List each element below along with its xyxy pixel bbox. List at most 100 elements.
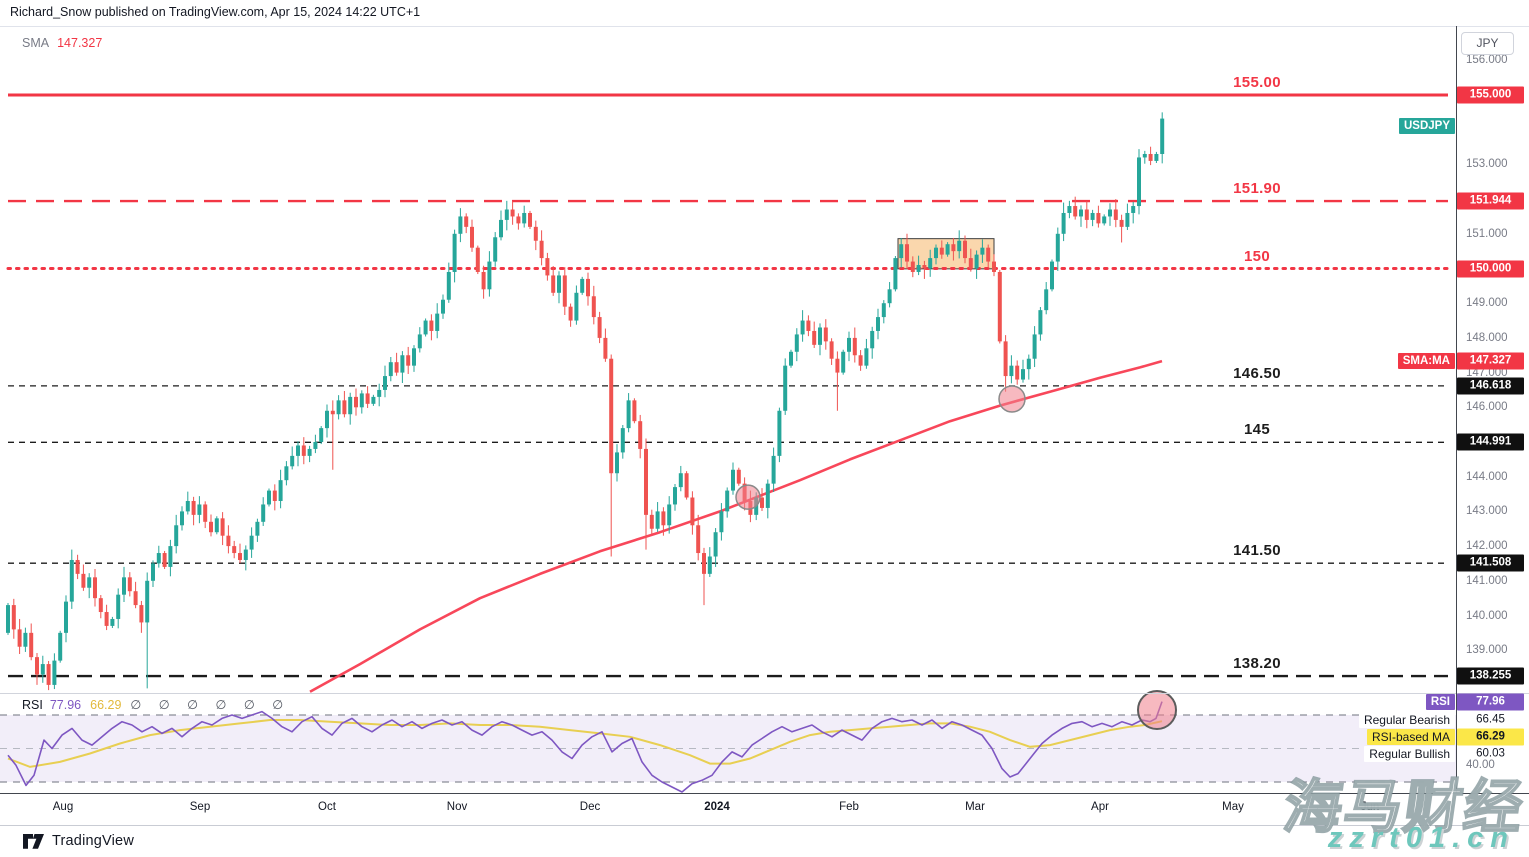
candle-body bbox=[533, 226, 538, 241]
candle-body bbox=[151, 563, 155, 581]
price-axis-border bbox=[1456, 26, 1457, 794]
highlight-circle[interactable] bbox=[735, 484, 761, 510]
candle-body bbox=[916, 265, 921, 272]
level-label-150: 150 bbox=[1244, 247, 1270, 265]
sma-legend[interactable]: SMA 147.327 bbox=[22, 36, 102, 50]
candle-body bbox=[574, 292, 579, 321]
price-level-badge: 150.000 bbox=[1457, 260, 1524, 277]
candle-body bbox=[818, 327, 822, 345]
candle-body bbox=[777, 410, 782, 456]
candle-body bbox=[1009, 365, 1014, 377]
candle-body bbox=[203, 504, 208, 522]
price-tick: 149.000 bbox=[1466, 297, 1508, 310]
highlight-circle[interactable] bbox=[1137, 689, 1177, 730]
candle-body bbox=[510, 209, 515, 217]
candle-body bbox=[417, 334, 422, 349]
candle-body bbox=[423, 320, 428, 335]
price-axis[interactable]: 156.000 153.000 151.000 149.000 148.000 147.0… bbox=[1457, 26, 1529, 794]
candle-body bbox=[185, 500, 190, 512]
candle-body bbox=[516, 216, 521, 224]
candle-body bbox=[197, 504, 202, 515]
candle-body bbox=[452, 233, 457, 272]
price-tick: 146.000 bbox=[1466, 401, 1508, 414]
time-axis-label-2024: 2024 bbox=[704, 801, 730, 813]
currency-button[interactable]: JPY bbox=[1461, 32, 1514, 55]
candle-body bbox=[1038, 310, 1043, 335]
level-label-141.50: 141.50 bbox=[1233, 542, 1281, 560]
rsi-ma-line[interactable] bbox=[7, 719, 1163, 768]
price-level-badge: 141.508 bbox=[1457, 554, 1524, 572]
candle-body bbox=[545, 258, 550, 276]
candle-body bbox=[1154, 153, 1159, 161]
candle-body bbox=[162, 553, 167, 567]
candle-body bbox=[145, 580, 150, 623]
candle-body bbox=[98, 598, 103, 613]
candle-body bbox=[278, 480, 283, 501]
price-tick: 139.000 bbox=[1466, 644, 1508, 657]
tradingview-logo-icon bbox=[23, 833, 44, 849]
candle-body bbox=[69, 559, 74, 602]
tradingview-brand-text: TradingView bbox=[52, 833, 134, 849]
price-level-badge: 155.000 bbox=[1457, 86, 1524, 104]
candle-body bbox=[922, 265, 927, 269]
candle-body bbox=[586, 278, 590, 297]
candle-body bbox=[649, 514, 654, 529]
candle-body bbox=[272, 490, 277, 501]
candle-body bbox=[841, 351, 846, 373]
candle-body bbox=[1125, 212, 1130, 227]
candle-body bbox=[1119, 219, 1124, 227]
candle-body bbox=[470, 226, 474, 248]
candle-body bbox=[139, 605, 144, 623]
candle-body bbox=[905, 244, 909, 262]
candle-body bbox=[580, 278, 585, 293]
candle-body bbox=[493, 237, 498, 262]
candle-body bbox=[313, 442, 318, 449]
candle-body bbox=[52, 660, 57, 685]
candle-body bbox=[475, 247, 480, 272]
candle-body bbox=[858, 355, 863, 366]
sma-legend-value: 147.327 bbox=[57, 36, 103, 50]
candle-body bbox=[6, 605, 10, 633]
candle-body bbox=[1090, 212, 1095, 220]
candle-body bbox=[1015, 365, 1020, 380]
candle-body bbox=[64, 601, 68, 633]
candle-body bbox=[910, 261, 915, 272]
candle-body bbox=[1026, 358, 1031, 370]
candle-body bbox=[1055, 233, 1060, 262]
candle-body bbox=[945, 244, 950, 255]
pane-separator[interactable] bbox=[0, 693, 1529, 694]
price-tick: 141.000 bbox=[1466, 574, 1508, 587]
candle-body bbox=[330, 410, 335, 415]
candle-body bbox=[1148, 153, 1153, 161]
candle-body bbox=[887, 289, 892, 304]
candle-body bbox=[591, 296, 596, 318]
rsi-line[interactable] bbox=[7, 701, 1163, 793]
sma-line[interactable] bbox=[309, 359, 1163, 693]
time-axis-label-Oct: Oct bbox=[318, 801, 336, 813]
candle-body bbox=[319, 428, 324, 442]
candle-body bbox=[881, 303, 886, 318]
candle-body bbox=[690, 497, 695, 526]
candle-body bbox=[997, 271, 1002, 342]
time-axis[interactable]: Aug Sep Oct Nov Dec 2024 Feb Mar Apr May Jun bbox=[0, 794, 1456, 825]
candle-body bbox=[812, 330, 817, 345]
candle-body bbox=[626, 400, 631, 429]
candle-body bbox=[609, 358, 614, 474]
highlight-circle[interactable] bbox=[998, 385, 1026, 413]
candle-body bbox=[174, 525, 179, 547]
tradingview-footer[interactable]: TradingView bbox=[23, 830, 134, 852]
candle-body bbox=[765, 483, 770, 508]
rsi-legend[interactable]: RSI 77.96 66.29 ∅ ∅ ∅ ∅ ∅ ∅ bbox=[22, 697, 290, 712]
rsi-ma-legend-value: 66.29 bbox=[90, 698, 122, 712]
candle-body bbox=[568, 306, 573, 321]
candle-body bbox=[928, 258, 933, 269]
candle-body bbox=[725, 490, 730, 512]
candle-body bbox=[934, 247, 938, 259]
rsi-legend-label: RSI bbox=[22, 698, 43, 712]
price-tick: 148.000 bbox=[1466, 331, 1508, 344]
candle-body bbox=[371, 396, 376, 404]
rsi-level-label: Regular Bearish bbox=[1358, 712, 1455, 728]
candle-body bbox=[957, 240, 962, 252]
candle-body bbox=[1021, 369, 1025, 380]
